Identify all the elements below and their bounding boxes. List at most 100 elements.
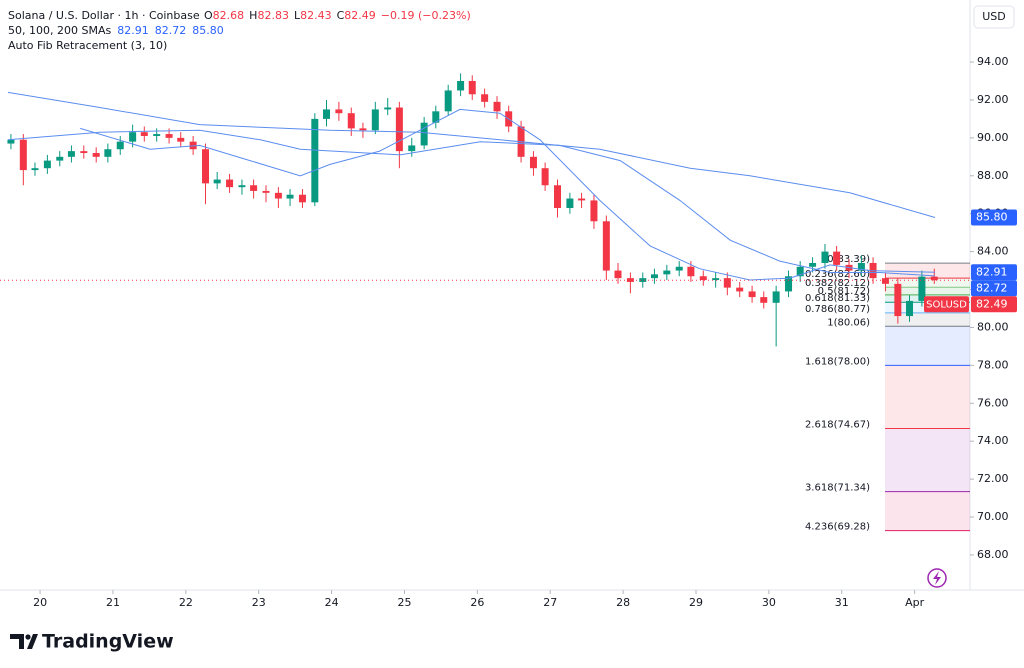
candle-body bbox=[821, 251, 829, 263]
candle-body bbox=[104, 149, 112, 157]
fib-label: 0.786(80.77) bbox=[805, 304, 870, 315]
currency[interactable]: USD bbox=[982, 10, 1006, 23]
candle-body bbox=[894, 283, 902, 317]
y-tick-label: 72.00 bbox=[977, 472, 1009, 485]
y-tick-label: 92.00 bbox=[977, 93, 1009, 106]
candle-body bbox=[566, 198, 574, 209]
x-tick-label: 23 bbox=[252, 596, 266, 609]
fib-band bbox=[885, 428, 970, 492]
x-tick-label: 22 bbox=[179, 596, 193, 609]
ohlc: O82.68 H82.83 L82.43 C82.49 −0.19 (−0.23%) bbox=[204, 9, 471, 22]
candle-body bbox=[602, 221, 610, 271]
x-tick-label: 27 bbox=[543, 596, 557, 609]
fib-label: 2.618(74.67) bbox=[805, 419, 870, 430]
candle-body bbox=[663, 270, 671, 275]
candle-body bbox=[687, 266, 695, 277]
candle-body bbox=[785, 276, 793, 292]
candle-body bbox=[262, 190, 270, 193]
currency-button[interactable] bbox=[973, 5, 1015, 29]
ohlc-value: 82.43 bbox=[300, 9, 332, 22]
y-tick-label: 70.00 bbox=[977, 510, 1009, 523]
candle-body bbox=[760, 297, 768, 303]
candle-body bbox=[432, 111, 440, 123]
candle-body bbox=[213, 179, 221, 184]
candle-body bbox=[444, 90, 452, 112]
candle-body bbox=[639, 278, 647, 282]
candle-body bbox=[56, 156, 64, 161]
ohlc-key: L bbox=[294, 9, 301, 22]
ohlc-key: O bbox=[204, 9, 213, 22]
ohlc-key: C bbox=[337, 9, 345, 22]
candle-body bbox=[906, 300, 914, 317]
symbol-tag bbox=[924, 296, 969, 313]
price-tag-label: 85.80 bbox=[976, 210, 1008, 223]
fib-band bbox=[885, 491, 970, 531]
candle-body bbox=[857, 262, 865, 271]
fib-label: 0.5(81.72) bbox=[818, 286, 870, 297]
candle-body bbox=[578, 198, 586, 201]
price-tag bbox=[971, 209, 1017, 226]
y-tick-label: 90.00 bbox=[977, 131, 1009, 144]
candle-body bbox=[833, 251, 841, 265]
price-tag-label: 82.91 bbox=[976, 265, 1008, 278]
candle-body bbox=[809, 262, 817, 267]
candle-body bbox=[626, 278, 634, 282]
candle-body bbox=[554, 185, 562, 209]
candle-body bbox=[7, 139, 15, 144]
candle-body bbox=[457, 80, 465, 91]
sma-line bbox=[7, 91, 936, 218]
candle-body bbox=[347, 113, 355, 129]
candle-body bbox=[140, 132, 148, 136]
sma-value: 85.80 bbox=[192, 24, 224, 37]
sma-legend: 50, 100, 200 SMAs 82.91 82.72 85.80 bbox=[8, 24, 224, 37]
fib-label: 0.382(82.12) bbox=[805, 278, 870, 289]
candle-body bbox=[675, 266, 683, 271]
price-tag-label: 82.49 bbox=[976, 297, 1008, 310]
candle-body bbox=[468, 80, 476, 95]
sma-value: 82.72 bbox=[155, 24, 187, 37]
x-tick-label: 28 bbox=[616, 596, 630, 609]
ohlc-key: H bbox=[249, 9, 257, 22]
candle-body bbox=[67, 151, 75, 157]
sma-line bbox=[80, 108, 936, 281]
candle-body bbox=[699, 276, 707, 281]
y-tick-label: 68.00 bbox=[977, 548, 1009, 561]
candle-body bbox=[481, 94, 489, 102]
change: −0.19 (−0.23%) bbox=[381, 9, 471, 22]
flash-icon[interactable] bbox=[927, 568, 947, 588]
candle-body bbox=[614, 270, 622, 279]
candle-body bbox=[80, 151, 88, 154]
y-tick-label: 74.00 bbox=[977, 434, 1009, 447]
candle-body bbox=[796, 266, 804, 277]
ohlc-value: 82.83 bbox=[257, 9, 289, 22]
price-tag bbox=[971, 280, 1017, 297]
y-tick-label: 78.00 bbox=[977, 358, 1009, 371]
y-tick-label: 94.00 bbox=[977, 55, 1009, 68]
candle-body bbox=[177, 137, 185, 142]
fib-label: 0.236(82.60) bbox=[805, 269, 870, 280]
candle-body bbox=[736, 287, 744, 292]
candle-body bbox=[153, 134, 161, 136]
candle-body bbox=[92, 153, 100, 157]
x-tick-label: 30 bbox=[762, 596, 776, 609]
candle-body bbox=[712, 278, 720, 281]
y-tick-label: 76.00 bbox=[977, 396, 1009, 409]
price-tag-label: 82.72 bbox=[976, 281, 1008, 294]
candle-body bbox=[371, 109, 379, 131]
candle-body bbox=[748, 291, 756, 298]
sma-value: 82.91 bbox=[117, 24, 149, 37]
x-tick-label: Apr bbox=[905, 596, 925, 609]
candle-body bbox=[335, 109, 343, 114]
fib-label: 3.618(71.34) bbox=[805, 483, 870, 494]
price-tag bbox=[971, 296, 1017, 313]
price-tag bbox=[971, 264, 1017, 281]
candle-body bbox=[541, 168, 549, 186]
logo bbox=[10, 634, 38, 649]
candle-body bbox=[408, 145, 416, 152]
candle-body bbox=[420, 122, 428, 146]
fib-band bbox=[885, 278, 970, 288]
sma-label: 50, 100, 200 SMAs bbox=[8, 24, 111, 37]
candle-body bbox=[129, 132, 137, 142]
fib-band bbox=[885, 326, 970, 366]
ohlc-value: 82.68 bbox=[213, 9, 245, 22]
